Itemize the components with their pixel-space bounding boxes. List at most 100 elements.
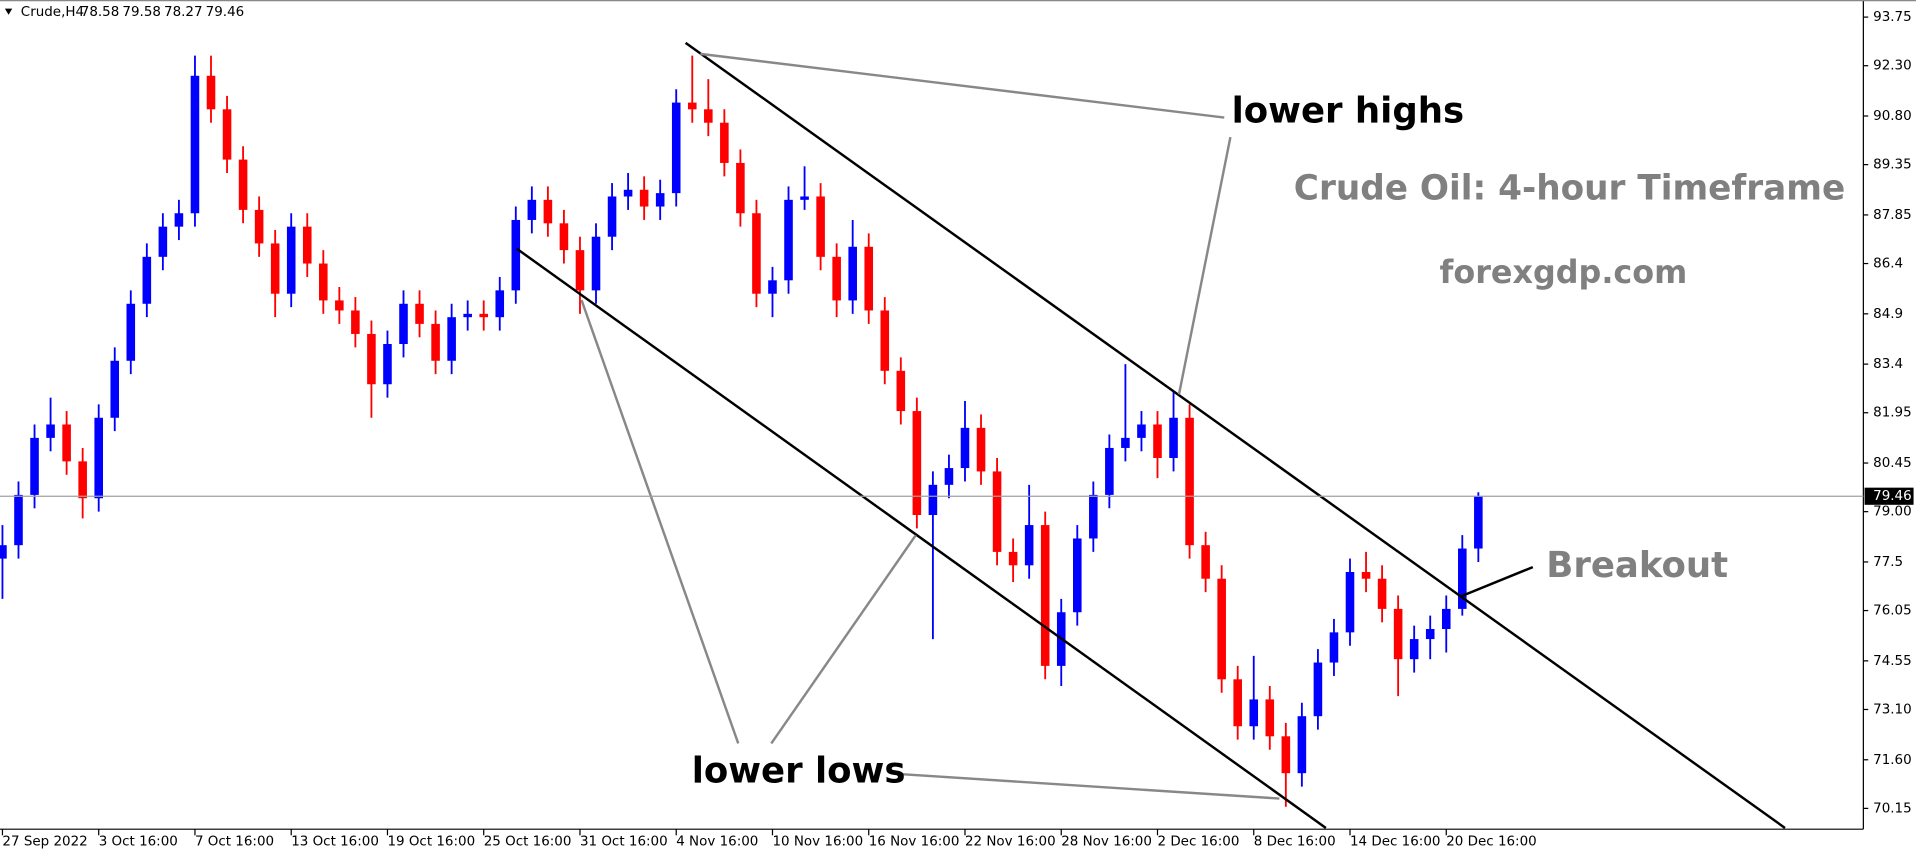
x-tick-label: 28 Nov 16:00 <box>1061 834 1152 849</box>
candle-body <box>736 162 745 214</box>
x-tick-label: 7 Oct 16:00 <box>195 834 274 849</box>
candle-body <box>399 303 408 345</box>
x-tick-label: 13 Oct 16:00 <box>291 834 379 849</box>
candles <box>0 55 1483 807</box>
candle-body <box>463 313 472 318</box>
lower-channel-line <box>515 247 1327 829</box>
pointer <box>1177 136 1232 395</box>
candle-body <box>1265 699 1275 737</box>
candle-body <box>415 303 424 324</box>
candle-body <box>270 243 280 294</box>
candle-body <box>623 189 633 197</box>
annotation: lower lows <box>692 751 906 792</box>
candle-body <box>383 344 392 385</box>
candle-body <box>784 199 793 281</box>
candle-body <box>1185 417 1194 546</box>
candle-body <box>126 303 136 361</box>
x-tick-label: 8 Dec 16:00 <box>1254 834 1336 849</box>
candle-body <box>1281 736 1291 774</box>
candle-body <box>511 219 521 291</box>
header-value: 79.46 <box>206 5 245 20</box>
candle-body <box>1217 578 1226 680</box>
x-tick-label: 2 Dec 16:00 <box>1157 834 1239 849</box>
candle-body <box>800 196 809 200</box>
candle-body <box>992 471 1002 552</box>
y-tick-label: 87.85 <box>1873 208 1912 223</box>
candle-body <box>816 196 825 257</box>
candle-body <box>94 417 103 499</box>
y-tick-label: 71.60 <box>1873 753 1912 768</box>
y-tick-label: 81.95 <box>1873 406 1912 421</box>
candle-body <box>206 75 216 110</box>
candle-body <box>1201 545 1210 579</box>
candle-body <box>848 246 857 301</box>
y-tick-label: 74.55 <box>1873 654 1912 669</box>
channel <box>515 41 1786 829</box>
candle-body <box>1313 662 1323 717</box>
x-tick-label: 3 Oct 16:00 <box>99 834 178 849</box>
candle-body <box>431 323 440 361</box>
candle-body <box>912 411 922 516</box>
y-tick-label: 84.9 <box>1873 307 1903 322</box>
candle-body <box>1249 699 1259 727</box>
candle-body <box>335 300 344 311</box>
candle-body <box>110 360 120 418</box>
candle-body <box>928 484 938 516</box>
candle-body <box>1361 572 1371 579</box>
annotation: forexgdp.com <box>1439 253 1687 291</box>
annotation: lower highs <box>1232 90 1465 131</box>
candle-body <box>896 370 906 412</box>
pointer <box>770 534 917 745</box>
menu-triangle <box>4 8 13 15</box>
x-tick-label: 16 Nov 16:00 <box>869 834 960 849</box>
pointer <box>700 52 1225 119</box>
candle-body <box>607 196 617 237</box>
y-tick-label: 80.45 <box>1873 456 1912 471</box>
candle-body <box>1153 424 1162 459</box>
y-tick-label: 92.30 <box>1873 59 1912 74</box>
header-value: 78.58 <box>81 5 120 20</box>
candle-body <box>1072 538 1082 613</box>
candle-body <box>1105 447 1114 495</box>
x-tick-label: 27 Sep 2022 <box>2 834 87 849</box>
price-label: 79.46 <box>1873 489 1912 504</box>
candle-body <box>1121 437 1130 448</box>
candle-body <box>1409 639 1419 660</box>
candle-body <box>495 290 505 318</box>
candle-body <box>190 75 200 214</box>
candle-body <box>639 189 649 207</box>
candle-body <box>78 461 87 499</box>
candle-body <box>720 122 729 163</box>
candle-body <box>286 226 296 294</box>
x-tick-label: 25 Oct 16:00 <box>484 834 572 849</box>
candle-body <box>832 256 841 301</box>
candle-body <box>1474 496 1483 549</box>
candle-body <box>976 427 986 472</box>
y-tick-label: 93.75 <box>1873 10 1912 25</box>
candle-body <box>591 236 601 291</box>
y-tick-label: 76.05 <box>1873 604 1912 619</box>
candle-body <box>319 263 328 301</box>
candle-body <box>62 424 71 462</box>
x-tick-label: 19 Oct 16:00 <box>387 834 475 849</box>
candle-body <box>302 226 312 264</box>
candle-body <box>1441 608 1451 630</box>
candle-body <box>447 317 456 361</box>
candle-body <box>704 109 713 123</box>
candle-body <box>575 250 585 291</box>
y-tick-label: 79.00 <box>1873 505 1912 520</box>
candle-body <box>944 468 954 485</box>
candle-body <box>222 109 232 160</box>
candle-body <box>1377 578 1387 609</box>
pointer <box>899 772 1280 800</box>
candle-body <box>864 246 874 311</box>
upper-channel-line <box>684 41 1786 829</box>
header-value: 79.58 <box>122 5 161 20</box>
candle-body <box>1297 716 1307 774</box>
annotation: Crude Oil: 4-hour Timeframe <box>1294 169 1845 209</box>
candle-body <box>543 199 553 224</box>
candle-body <box>768 280 777 294</box>
price-box <box>1864 487 1914 505</box>
y-tick-label: 70.15 <box>1873 801 1912 816</box>
